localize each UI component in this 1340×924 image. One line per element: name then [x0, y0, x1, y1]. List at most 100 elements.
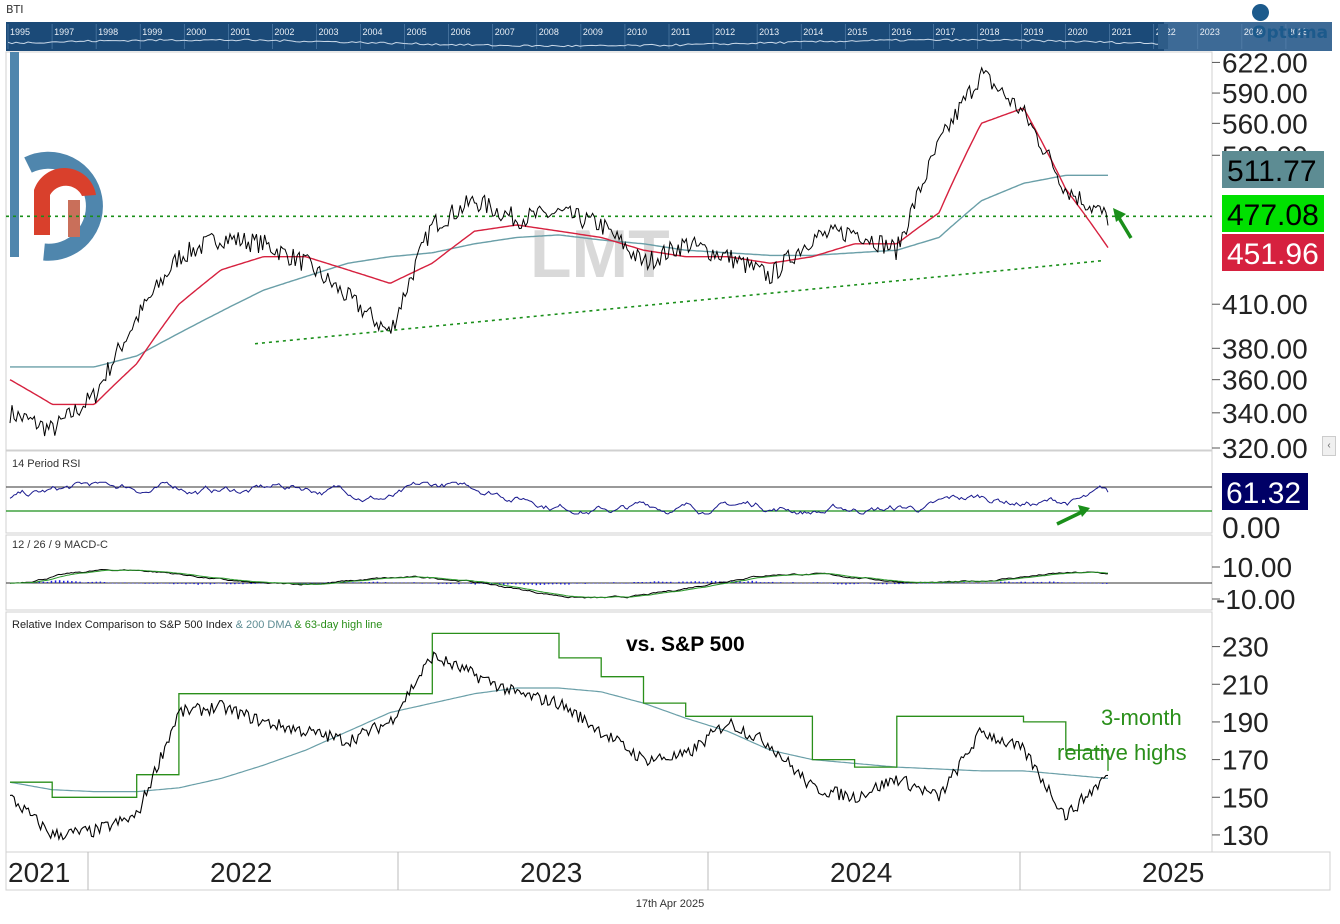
macd-bar — [356, 582, 358, 583]
macd-bar — [1053, 581, 1055, 583]
macd-bar — [490, 583, 493, 585]
macd-bar — [800, 583, 802, 584]
macd-bar — [971, 582, 973, 584]
macd-bar — [1048, 581, 1051, 583]
macd-bar — [665, 581, 668, 583]
macd-bar — [833, 583, 835, 584]
macd-bar — [433, 583, 436, 584]
annotation-line1: 3-month — [1101, 705, 1182, 730]
macd-bar — [405, 582, 407, 583]
macd-bar — [979, 583, 982, 584]
ticker-symbol: BTI — [6, 3, 24, 16]
macd-bar — [450, 583, 452, 584]
macd-bar — [221, 583, 224, 584]
rsi-y-tick: 0.00 — [1222, 512, 1280, 545]
macd-bar — [853, 583, 855, 585]
macd-bar — [1008, 581, 1010, 583]
macd-bar — [938, 582, 941, 584]
price-tick-label: 380.00 — [1222, 333, 1308, 364]
macd-bar — [197, 583, 199, 585]
macd-bar — [523, 583, 525, 585]
macd-bar — [877, 583, 880, 584]
macd-bar — [1040, 581, 1043, 583]
macd-bar — [193, 583, 195, 585]
price-y-axis: 622.00590.00560.00530.00410.00380.00360.… — [1212, 47, 1308, 464]
overview-year-label: 2000 — [186, 27, 206, 37]
brand-logo — [10, 52, 103, 261]
price-line — [9, 66, 1109, 437]
macd-bar — [828, 583, 831, 584]
relative-tick-label: 170 — [1222, 745, 1269, 776]
macd-bar — [63, 580, 65, 583]
macd-bar — [242, 583, 244, 585]
relative-63day-high-line — [10, 632, 1109, 798]
macd-bar — [910, 583, 912, 584]
macd-bar — [767, 582, 770, 583]
macd-bar — [1069, 582, 1071, 583]
macd-bar — [384, 582, 387, 583]
macd-bar — [352, 582, 354, 583]
macd-bar — [902, 583, 904, 584]
macd-bar — [168, 583, 171, 584]
macd-bar — [869, 583, 872, 584]
macd-bar — [796, 582, 798, 584]
macd-bar — [1097, 583, 1100, 584]
macd-bar — [409, 582, 411, 584]
macd-bar — [991, 582, 994, 584]
macd-bar — [580, 583, 582, 584]
macd-bar — [474, 583, 476, 585]
price-tick-label: 320.00 — [1222, 433, 1308, 464]
macd-bar — [763, 582, 766, 583]
macd-bar — [250, 583, 252, 584]
macd-bar — [348, 582, 350, 583]
overview-year-label: 2014 — [803, 27, 823, 37]
overview-strip[interactable]: 1995 1997 1998 1999 2000 2001 2002 2003 2004 2005… — [6, 22, 1332, 51]
macd-bar — [478, 583, 480, 584]
relative-tick-label: 150 — [1222, 782, 1269, 813]
overview-year-label: 1999 — [142, 27, 162, 37]
macd-bar — [1093, 582, 1096, 584]
macd-bar — [87, 582, 89, 583]
overview-year-label: 2018 — [979, 27, 999, 37]
ma-short-label: 451.96 — [1222, 234, 1324, 271]
macd-bar — [564, 583, 566, 585]
macd-bar — [780, 582, 782, 583]
overview-year-label: 1995 — [10, 27, 30, 37]
macd-bar — [454, 583, 456, 584]
macd-bar — [1073, 582, 1075, 583]
macd-bar — [653, 581, 656, 583]
optuma-brand: Optuma — [1252, 3, 1340, 43]
macd-signal-line — [10, 569, 1109, 598]
macd-bar — [103, 582, 106, 583]
macd-bar — [714, 581, 717, 583]
macd-bar — [344, 582, 346, 583]
relative-tick-label: 190 — [1222, 707, 1269, 738]
macd-bar — [759, 582, 762, 583]
macd-bar — [629, 582, 631, 584]
overview-year-label: 2010 — [627, 27, 647, 37]
relative-tick-label: 130 — [1222, 820, 1269, 851]
scroll-left-button[interactable]: ‹ — [1322, 436, 1336, 456]
macd-bar — [710, 580, 713, 583]
overview-year-label: 2016 — [891, 27, 911, 37]
x-year-label: 2021 — [8, 857, 70, 888]
macd-bar — [804, 582, 806, 584]
macd-bar — [951, 582, 953, 584]
macd-bar — [1004, 581, 1006, 583]
overview-year-label: 2017 — [935, 27, 955, 37]
macd-bar — [213, 583, 216, 584]
macd-bar — [258, 583, 260, 584]
macd-bar — [963, 582, 965, 583]
macd-bar — [372, 581, 375, 583]
relative-panel-frame — [5, 611, 1213, 853]
macd-bar — [1057, 582, 1059, 583]
macd-bar — [943, 583, 945, 584]
ma-long-label: 511.77 — [1222, 151, 1324, 188]
resistance-label: 477.08 — [1222, 195, 1324, 232]
svg-text:477.08: 477.08 — [1227, 199, 1319, 232]
macd-bar — [690, 581, 692, 583]
macd-bar — [315, 582, 318, 584]
macd-bar — [584, 583, 586, 584]
macd-bar — [1061, 582, 1063, 583]
macd-bar — [621, 583, 623, 584]
